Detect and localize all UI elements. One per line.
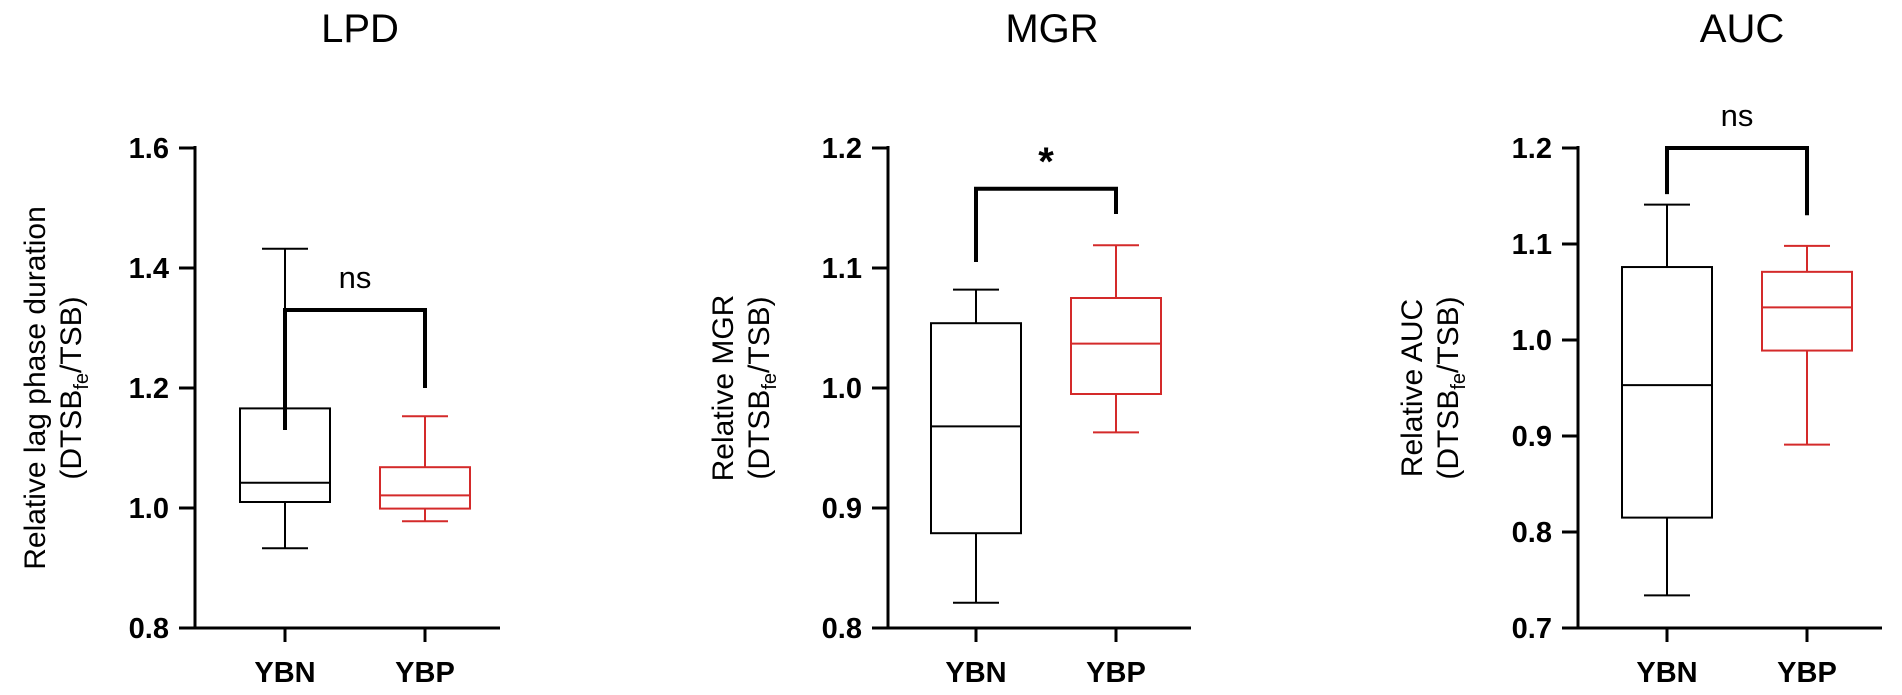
y-tick-label: 1.0 [1512,325,1552,357]
box-iqr [1621,266,1713,519]
y-tick-label: 0.9 [1512,421,1552,453]
y-tick-label: 1.4 [129,253,169,285]
x-tick-label-ybp: YBP [1777,657,1837,689]
y-tick-label: 1.1 [1512,229,1552,261]
y-axis-label: Relative AUC (DTSBfe/TSB) [1396,296,1470,479]
y-axis-label-line1: Relative MGR [707,295,740,482]
panel-auc: AUC Relative AUC (DTSBfe/TSB) 0.7 0.8 0.9 1.0 1… [1396,7,1882,689]
panel-lpd: LPD Relative lag phase duration (DTSBfe/TS… [19,7,500,689]
significance-label: ns [1721,98,1754,133]
chart-title: LPD [321,7,399,51]
y-axis-label: Relative MGR (DTSBfe/TSB) [707,295,781,482]
y-axis-label-line2: (DTSBfe/TSB) [1432,296,1470,479]
y-axis-label-subscript: fe [1448,373,1470,390]
y-axis-label-subscript: fe [71,373,93,390]
box-ybp [1070,244,1162,434]
y-axis-label-part: (DTSB [55,390,88,480]
significance-bracket [1665,146,1809,216]
box-ybp [1761,244,1853,446]
box-iqr [1070,297,1162,395]
y-axis-label: Relative lag phase duration (DTSBfe/TSB) [19,206,93,570]
x-tick-label-ybn: YBN [1636,657,1697,689]
box-ybn [930,288,1022,604]
y-tick-label: 0.8 [129,613,169,645]
box-iqr [930,322,1022,535]
x-tick-label-ybn: YBN [254,657,315,689]
y-axis-label-line2: (DTSBfe/TSB) [743,296,781,479]
y-tick-label: 1.0 [129,493,169,525]
y-axis-label-subscript: fe [759,373,781,390]
y-tick-label: 1.2 [1512,133,1552,165]
significance-label: ns [339,260,372,295]
y-tick-label: 0.8 [822,613,862,645]
y-axis-label-part: /TSB) [1432,296,1465,373]
y-axis-label-line2: (DTSBfe/TSB) [55,296,93,479]
x-tick-label-ybp: YBP [395,657,455,689]
y-tick-label: 1.1 [822,253,862,285]
y-axis-label-part: (DTSB [1432,390,1465,480]
y-tick-label: 0.8 [1512,517,1552,549]
x-tick-label-ybn: YBN [945,657,1006,689]
y-axis-label-part: /TSB) [743,296,776,373]
significance-bracket [974,186,1118,262]
box-iqr [1761,270,1853,352]
chart-title: AUC [1700,7,1784,51]
y-axis-label-part: /TSB) [55,296,88,373]
y-axis-label-line1: Relative AUC [1396,299,1429,477]
y-axis-label-part: (DTSB [743,390,776,480]
box-ybn [1621,203,1713,597]
box-ybp [379,415,471,523]
box-iqr [379,466,471,510]
y-tick-label: 0.7 [1512,613,1552,645]
significance-label: * [1038,140,1054,184]
significance-bracket [283,308,427,430]
y-tick-label: 1.6 [129,133,169,165]
y-tick-label: 1.2 [822,133,862,165]
y-tick-label: 1.2 [129,373,169,405]
y-tick-label: 0.9 [822,493,862,525]
chart-title: MGR [1005,7,1098,51]
x-tick-label-ybp: YBP [1086,657,1146,689]
panel-mgr: MGR Relative MGR (DTSBfe/TSB) 0.8 0.9 1.0 1.1 1… [707,7,1191,689]
y-axis-label-line1: Relative lag phase duration [19,206,52,570]
y-tick-label: 1.0 [822,373,862,405]
